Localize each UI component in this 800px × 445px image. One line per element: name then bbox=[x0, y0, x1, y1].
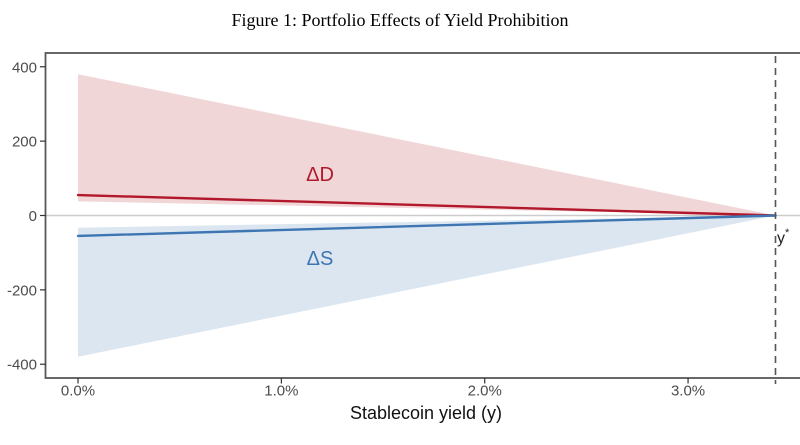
x-tick-label: 3.0% bbox=[671, 383, 705, 400]
x-tick-label: 0.0% bbox=[61, 383, 95, 400]
y-tick-label: 200 bbox=[12, 134, 37, 151]
figure-title: Figure 1: Portfolio Effects of Yield Pro… bbox=[232, 10, 569, 30]
annotation-delta-s: ΔS bbox=[307, 248, 334, 270]
x-tick-label: 2.0% bbox=[468, 383, 502, 400]
plot-area: 400 200 0 -200 -400 0.0% 1.0% 2.0% 3.0% ΔD ΔS y* bbox=[7, 52, 800, 400]
ribbon-delta-s bbox=[78, 215, 776, 357]
line-delta-d bbox=[76, 193, 777, 217]
annotation-delta-d: ΔD bbox=[306, 164, 334, 186]
y-tick-label: 400 bbox=[12, 59, 37, 76]
annotation-ystar: y* bbox=[777, 227, 790, 247]
x-tick-label: 1.0% bbox=[264, 383, 298, 400]
line-delta-s bbox=[76, 214, 777, 238]
y-tick-label: -200 bbox=[7, 282, 37, 299]
ribbon-delta-d bbox=[78, 74, 776, 216]
y-tick-label: 0 bbox=[29, 208, 37, 225]
x-axis-title: Stablecoin yield (y) bbox=[350, 403, 502, 423]
y-tick-label: -400 bbox=[7, 357, 37, 374]
